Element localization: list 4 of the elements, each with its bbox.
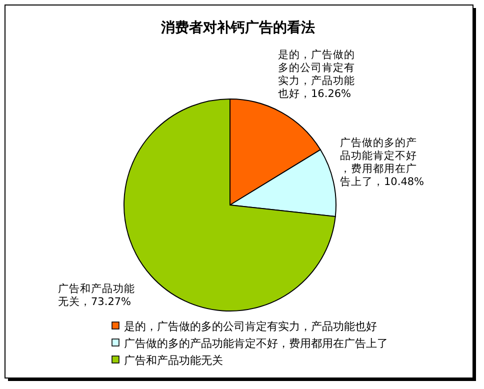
legend-label: 广告做的多的产品功能肯定不好，费用都用在广告上了	[124, 337, 388, 350]
legend-label: 是的，广告做的多的公司肯定有实力，产品功能也好	[124, 320, 377, 333]
legend-label: 广告和产品功能无关	[124, 354, 223, 367]
chart-title: 消费者对补钙广告的看法	[160, 19, 315, 36]
